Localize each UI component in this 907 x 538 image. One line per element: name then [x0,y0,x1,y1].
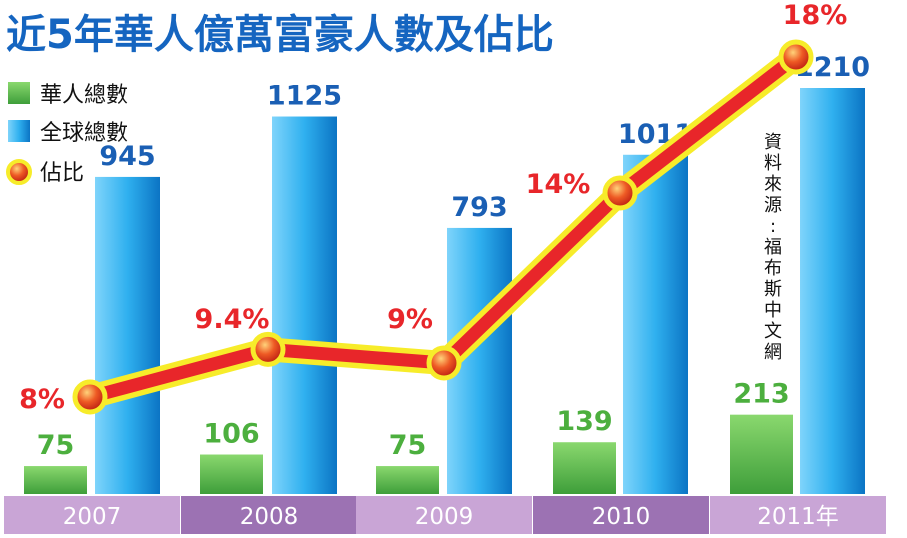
x-tick-label: 2010 [592,504,651,530]
bar-global [623,154,688,494]
bar-chinese [24,466,87,494]
bar-chinese-label: 106 [203,419,259,450]
percent-label: 14% [526,169,591,200]
bar-chinese-label: 213 [733,379,789,410]
x-tick-label: 2009 [415,504,474,530]
legend-label-chinese: 華人總數 [40,83,128,108]
legend-swatch-chinese [8,82,30,104]
x-axis-band [4,496,180,534]
legend-label-percent: 佔比 [40,161,84,186]
bar-global-label: 793 [451,192,507,223]
bar-chinese-label: 75 [37,430,75,461]
x-axis-band [533,496,709,534]
x-axis: 2007 2008 2009 2010 2011年 [4,496,886,534]
x-axis-band [181,496,357,534]
percent-line-layer: 8% 9.4% 9% 14% 18% [19,0,847,415]
x-tick-label: 2011年 [757,504,839,530]
bar-global [272,116,337,494]
percent-label: 9.4% [195,304,270,335]
percent-point [250,331,286,367]
bar-chinese-label: 75 [389,430,427,461]
bar-chinese [553,442,616,494]
x-tick-label: 2007 [63,504,122,530]
bar-chinese-label: 139 [556,406,612,437]
bar-global-label: 945 [99,141,155,172]
bar-chinese [200,454,263,494]
percent-label: 18% [783,0,848,31]
legend-label-global: 全球總數 [40,121,128,146]
percent-label: 8% [19,384,65,415]
percent-point [72,379,108,415]
source-note: 資料來源:福布斯中文網 [764,132,782,363]
bar-global [800,88,865,494]
chart-title: 近5年華人億萬富豪人數及佔比 [6,12,554,58]
bar-global-label: 1125 [267,81,342,112]
bar-chinese [376,466,439,494]
bar-chinese [730,414,793,494]
bar-global [95,176,160,494]
percent-label: 9% [387,304,433,335]
legend: 華人總數 全球總數 佔比 [6,82,128,186]
x-axis-band [356,496,532,534]
percent-point [602,175,638,211]
legend-swatch-global [8,120,30,142]
percent-point [426,345,462,381]
legend-dot-percent [6,159,32,185]
x-axis-band [710,496,886,534]
percent-point [778,39,814,75]
x-tick-label: 2008 [240,504,299,530]
